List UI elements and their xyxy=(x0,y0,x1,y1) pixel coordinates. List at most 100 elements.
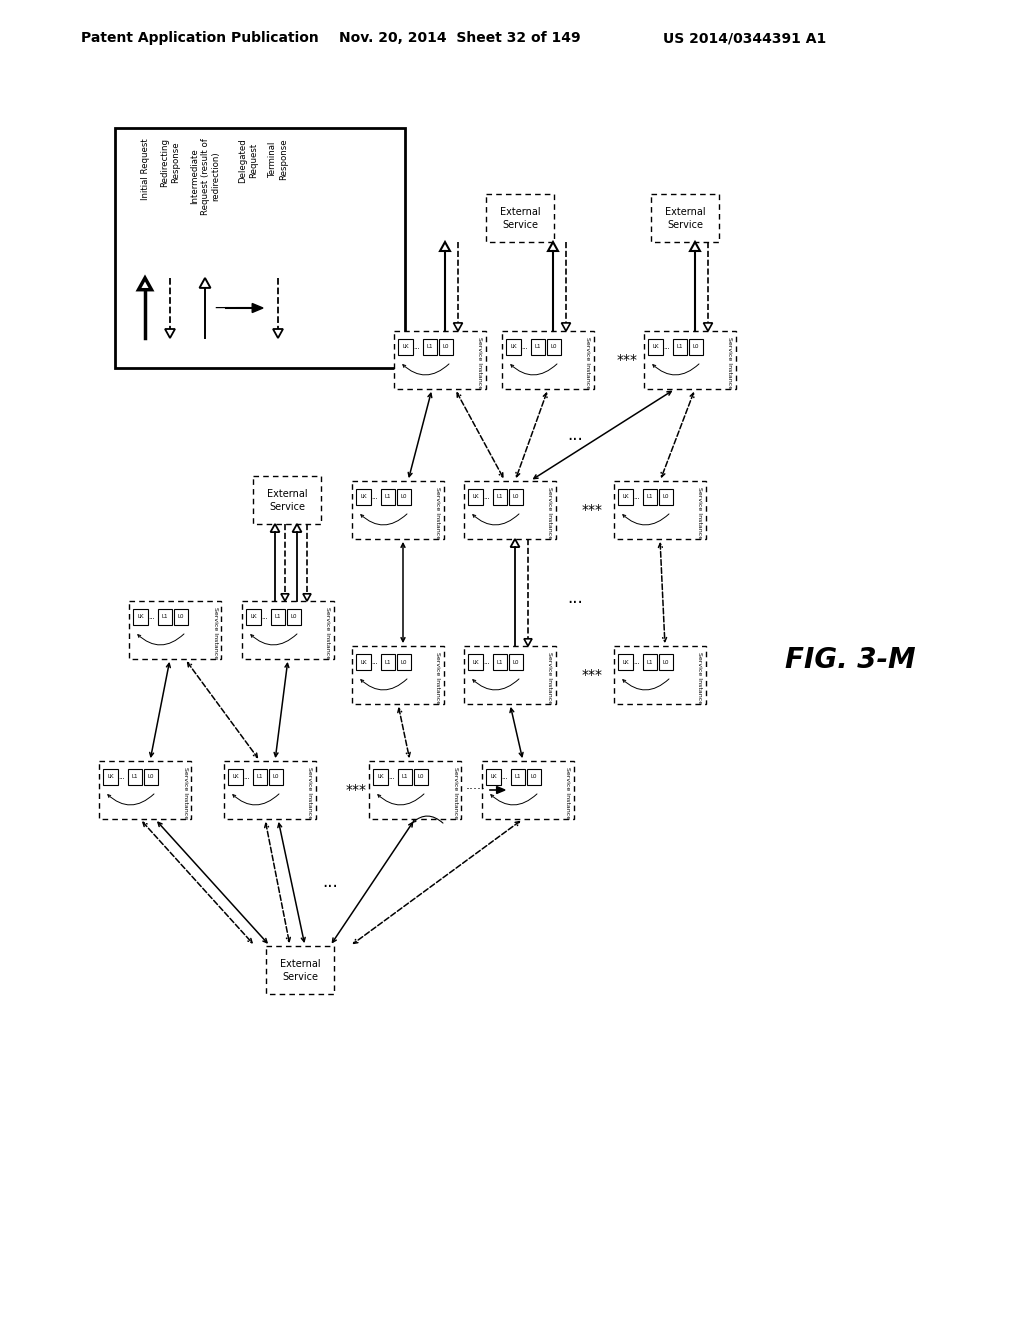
Text: Service Instance: Service Instance xyxy=(565,767,570,820)
Bar xyxy=(144,770,158,785)
Bar xyxy=(398,770,412,785)
Text: ...: ... xyxy=(634,494,640,500)
Text: L1: L1 xyxy=(427,345,433,350)
Bar xyxy=(468,653,483,671)
Bar xyxy=(648,339,663,355)
Bar xyxy=(659,488,673,506)
Text: L1: L1 xyxy=(401,775,409,780)
Text: L0: L0 xyxy=(147,775,155,780)
Bar xyxy=(271,609,285,624)
Text: Service Instance: Service Instance xyxy=(182,767,187,820)
Text: ...: ... xyxy=(372,659,379,665)
Text: ***: *** xyxy=(345,783,367,797)
Text: FIG. 3-M: FIG. 3-M xyxy=(784,645,915,675)
Text: LK: LK xyxy=(377,775,384,780)
Text: Service Instance: Service Instance xyxy=(453,767,458,820)
Text: LK: LK xyxy=(360,660,367,664)
Text: ***: *** xyxy=(582,668,602,682)
Bar xyxy=(644,331,736,389)
Bar xyxy=(356,653,371,671)
Text: ...: ... xyxy=(389,774,395,780)
Bar xyxy=(618,488,633,506)
Text: Service Instance: Service Instance xyxy=(326,607,331,659)
Polygon shape xyxy=(252,304,263,313)
Text: Service: Service xyxy=(667,220,703,230)
Text: LK: LK xyxy=(623,660,629,664)
Text: Patent Application Publication: Patent Application Publication xyxy=(81,30,318,45)
Text: L1: L1 xyxy=(497,660,503,664)
Bar xyxy=(356,488,371,506)
Text: LK: LK xyxy=(250,615,257,619)
Bar xyxy=(266,946,334,994)
Text: L1: L1 xyxy=(385,495,391,499)
Text: — —: — — xyxy=(215,301,251,315)
Bar xyxy=(614,645,706,704)
Bar xyxy=(398,339,413,355)
Bar xyxy=(482,762,574,818)
Text: ...: ... xyxy=(483,494,490,500)
Text: LK: LK xyxy=(472,660,479,664)
Text: ...: ... xyxy=(664,345,671,350)
Text: L0: L0 xyxy=(513,495,519,499)
Bar xyxy=(659,653,673,671)
Bar xyxy=(502,331,594,389)
Text: L1: L1 xyxy=(257,775,263,780)
Bar xyxy=(689,339,703,355)
Bar xyxy=(99,762,191,818)
Text: Service Instance: Service Instance xyxy=(548,652,553,704)
Text: L0: L0 xyxy=(551,345,557,350)
Text: Intermediate
Request (result of
redirection): Intermediate Request (result of redirect… xyxy=(190,139,220,215)
Bar xyxy=(128,770,142,785)
Text: Service Instance: Service Instance xyxy=(435,652,440,704)
Text: Service: Service xyxy=(269,502,305,512)
Text: Service Instance: Service Instance xyxy=(586,337,591,389)
Text: L1: L1 xyxy=(515,775,521,780)
Bar xyxy=(493,488,507,506)
Text: LK: LK xyxy=(510,345,517,350)
Bar xyxy=(509,488,523,506)
Bar xyxy=(228,770,243,785)
Bar xyxy=(423,339,437,355)
Text: LK: LK xyxy=(490,775,497,780)
Bar xyxy=(397,488,411,506)
Bar xyxy=(394,331,486,389)
Text: L0: L0 xyxy=(400,495,408,499)
Bar xyxy=(253,477,321,524)
Bar xyxy=(269,770,283,785)
Bar xyxy=(381,488,395,506)
Bar xyxy=(158,609,172,624)
Bar xyxy=(352,645,444,704)
Bar xyxy=(373,770,388,785)
Text: L1: L1 xyxy=(132,775,138,780)
Bar xyxy=(381,653,395,671)
Text: L0: L0 xyxy=(291,615,297,619)
Text: L0: L0 xyxy=(272,775,280,780)
Bar xyxy=(352,480,444,539)
Bar xyxy=(464,645,556,704)
Text: LK: LK xyxy=(652,345,658,350)
Bar xyxy=(439,339,453,355)
Text: L1: L1 xyxy=(162,615,168,619)
Text: Redirecting
Response: Redirecting Response xyxy=(161,139,179,187)
Text: US 2014/0344391 A1: US 2014/0344391 A1 xyxy=(664,30,826,45)
Polygon shape xyxy=(497,787,505,793)
Bar xyxy=(174,609,188,624)
Bar xyxy=(115,128,406,368)
Text: L0: L0 xyxy=(693,345,699,350)
Text: Service Instance: Service Instance xyxy=(307,767,312,820)
Bar xyxy=(673,339,687,355)
Text: Service Instance: Service Instance xyxy=(548,487,553,539)
Text: L0: L0 xyxy=(400,660,408,664)
Text: ...: ... xyxy=(483,659,490,665)
Text: L1: L1 xyxy=(535,345,542,350)
Text: ...: ... xyxy=(567,426,583,444)
Bar xyxy=(527,770,541,785)
Text: L0: L0 xyxy=(418,775,424,780)
Text: Nov. 20, 2014  Sheet 32 of 149: Nov. 20, 2014 Sheet 32 of 149 xyxy=(339,30,581,45)
Text: ...: ... xyxy=(372,494,379,500)
Text: ...: ... xyxy=(567,589,583,607)
Bar xyxy=(369,762,461,818)
Bar xyxy=(103,770,118,785)
Text: L0: L0 xyxy=(513,660,519,664)
Text: ·····: ····· xyxy=(466,784,486,796)
